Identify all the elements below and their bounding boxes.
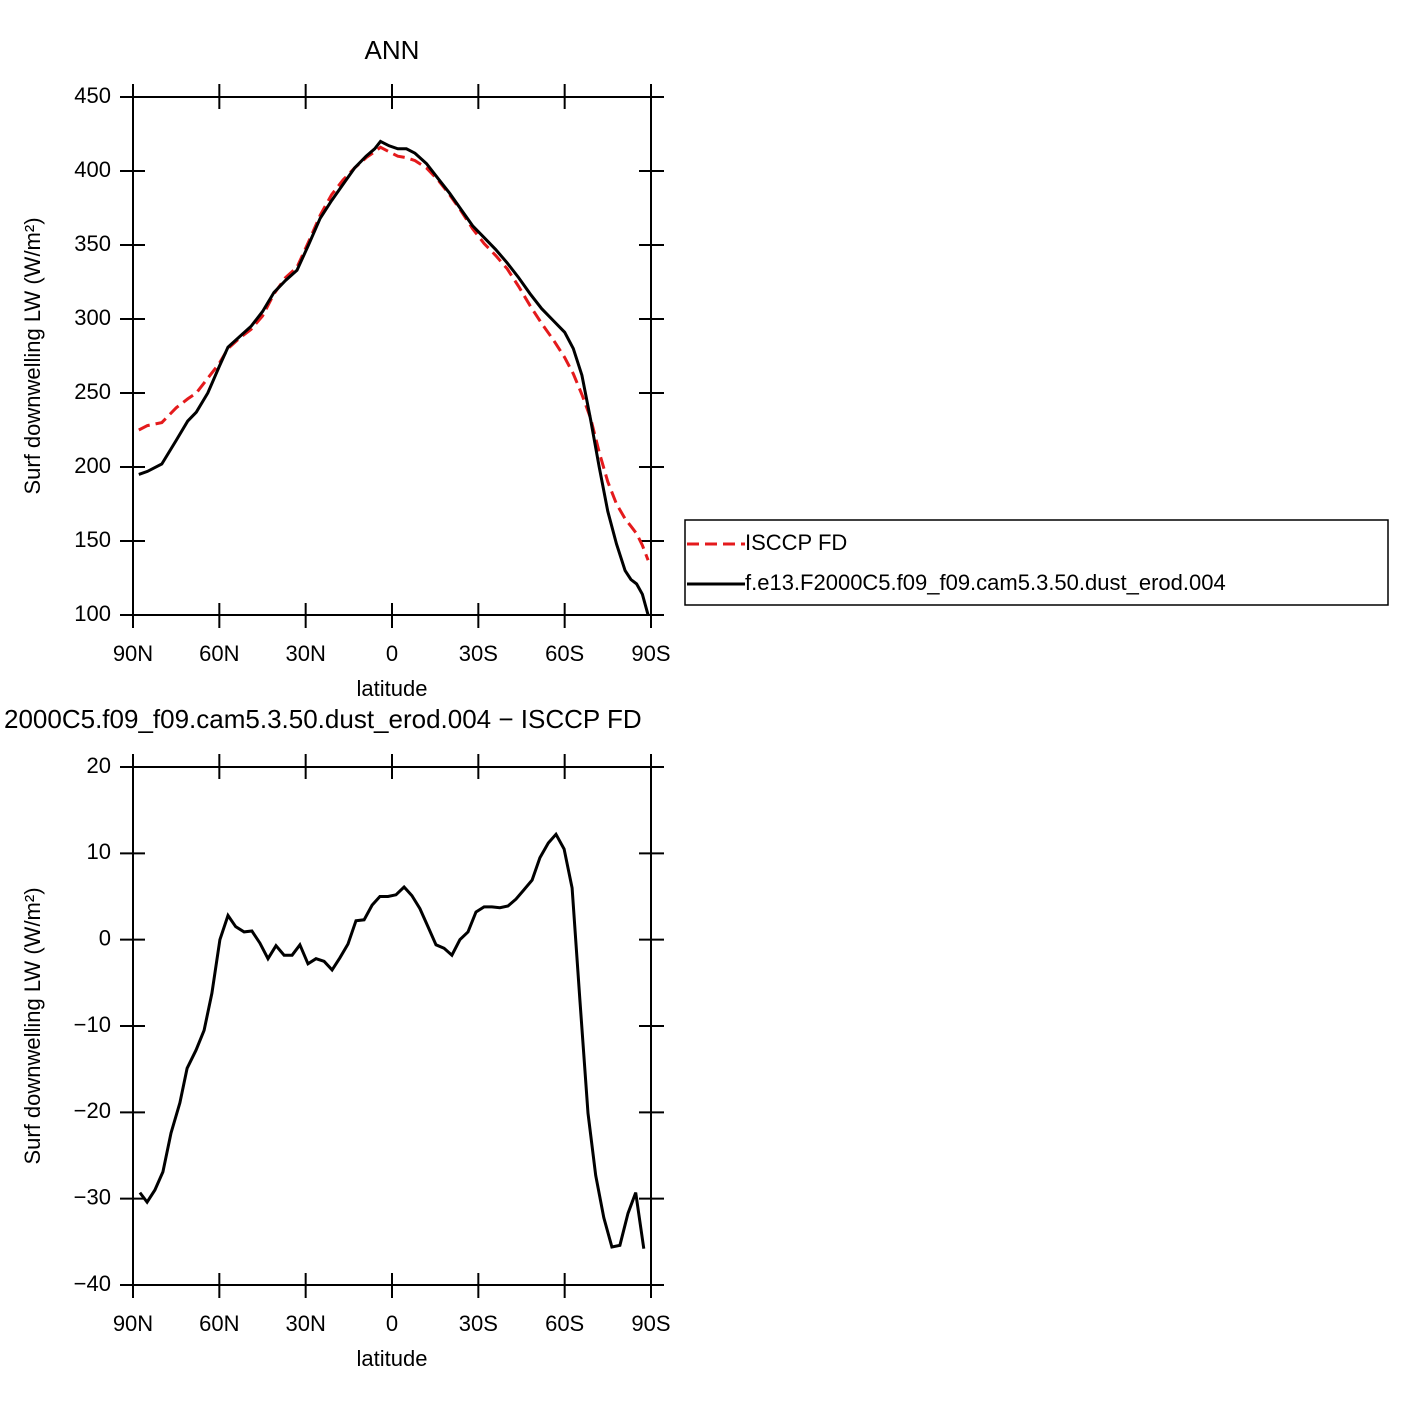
x-tick-label: 60S <box>545 641 584 666</box>
x-tick-label: 30S <box>459 1311 498 1336</box>
y-tick-label: −40 <box>74 1271 111 1296</box>
y-tick-label: −10 <box>74 1012 111 1037</box>
x-tick-label: 60S <box>545 1311 584 1336</box>
x-tick-label: 60N <box>199 1311 239 1336</box>
data-line <box>138 139 650 616</box>
x-tick-label: 90S <box>631 641 670 666</box>
x-tick-label: 0 <box>386 1311 398 1336</box>
y-tick-label: 450 <box>74 83 111 108</box>
plot-frame <box>132 96 652 616</box>
legend-box <box>684 519 1389 606</box>
x-axis-label: latitude <box>357 676 428 701</box>
x-tick-label: 90S <box>631 1311 670 1336</box>
data-line <box>138 145 650 561</box>
y-tick-label: 200 <box>74 453 111 478</box>
y-tick-label: 300 <box>74 305 111 330</box>
y-tick-label: 10 <box>87 839 111 864</box>
x-tick-label: 90N <box>113 1311 153 1336</box>
data-line <box>138 831 646 1249</box>
x-tick-label: 30N <box>285 1311 325 1336</box>
x-tick-label: 30S <box>459 641 498 666</box>
y-tick-label: −20 <box>74 1098 111 1123</box>
legend-label: f.e13.F2000C5.f09_f09.cam5.3.50.dust_ero… <box>745 570 1226 595</box>
x-tick-label: 60N <box>199 641 239 666</box>
y-tick-label: 350 <box>74 231 111 256</box>
legend-label: ISCCP FD <box>745 530 847 555</box>
y-tick-label: −30 <box>74 1184 111 1209</box>
y-tick-label: 20 <box>87 753 111 778</box>
plot-frame <box>132 766 652 1286</box>
x-tick-label: 90N <box>113 641 153 666</box>
y-tick-label: 400 <box>74 157 111 182</box>
x-axis-label: latitude <box>357 1346 428 1371</box>
y-tick-label: 0 <box>99 925 111 950</box>
x-tick-label: 0 <box>386 641 398 666</box>
y-axis-label: Surf downwelling LW (W/m²) <box>20 217 45 494</box>
y-axis-label: Surf downwelling LW (W/m²) <box>20 887 45 1164</box>
chart-title: ANN <box>365 35 420 65</box>
y-tick-label: 100 <box>74 601 111 626</box>
x-tick-label: 30N <box>285 641 325 666</box>
y-tick-label: 150 <box>74 527 111 552</box>
chart-title: 2000C5.f09_f09.cam5.3.50.dust_erod.004 −… <box>4 704 642 734</box>
y-tick-label: 250 <box>74 379 111 404</box>
